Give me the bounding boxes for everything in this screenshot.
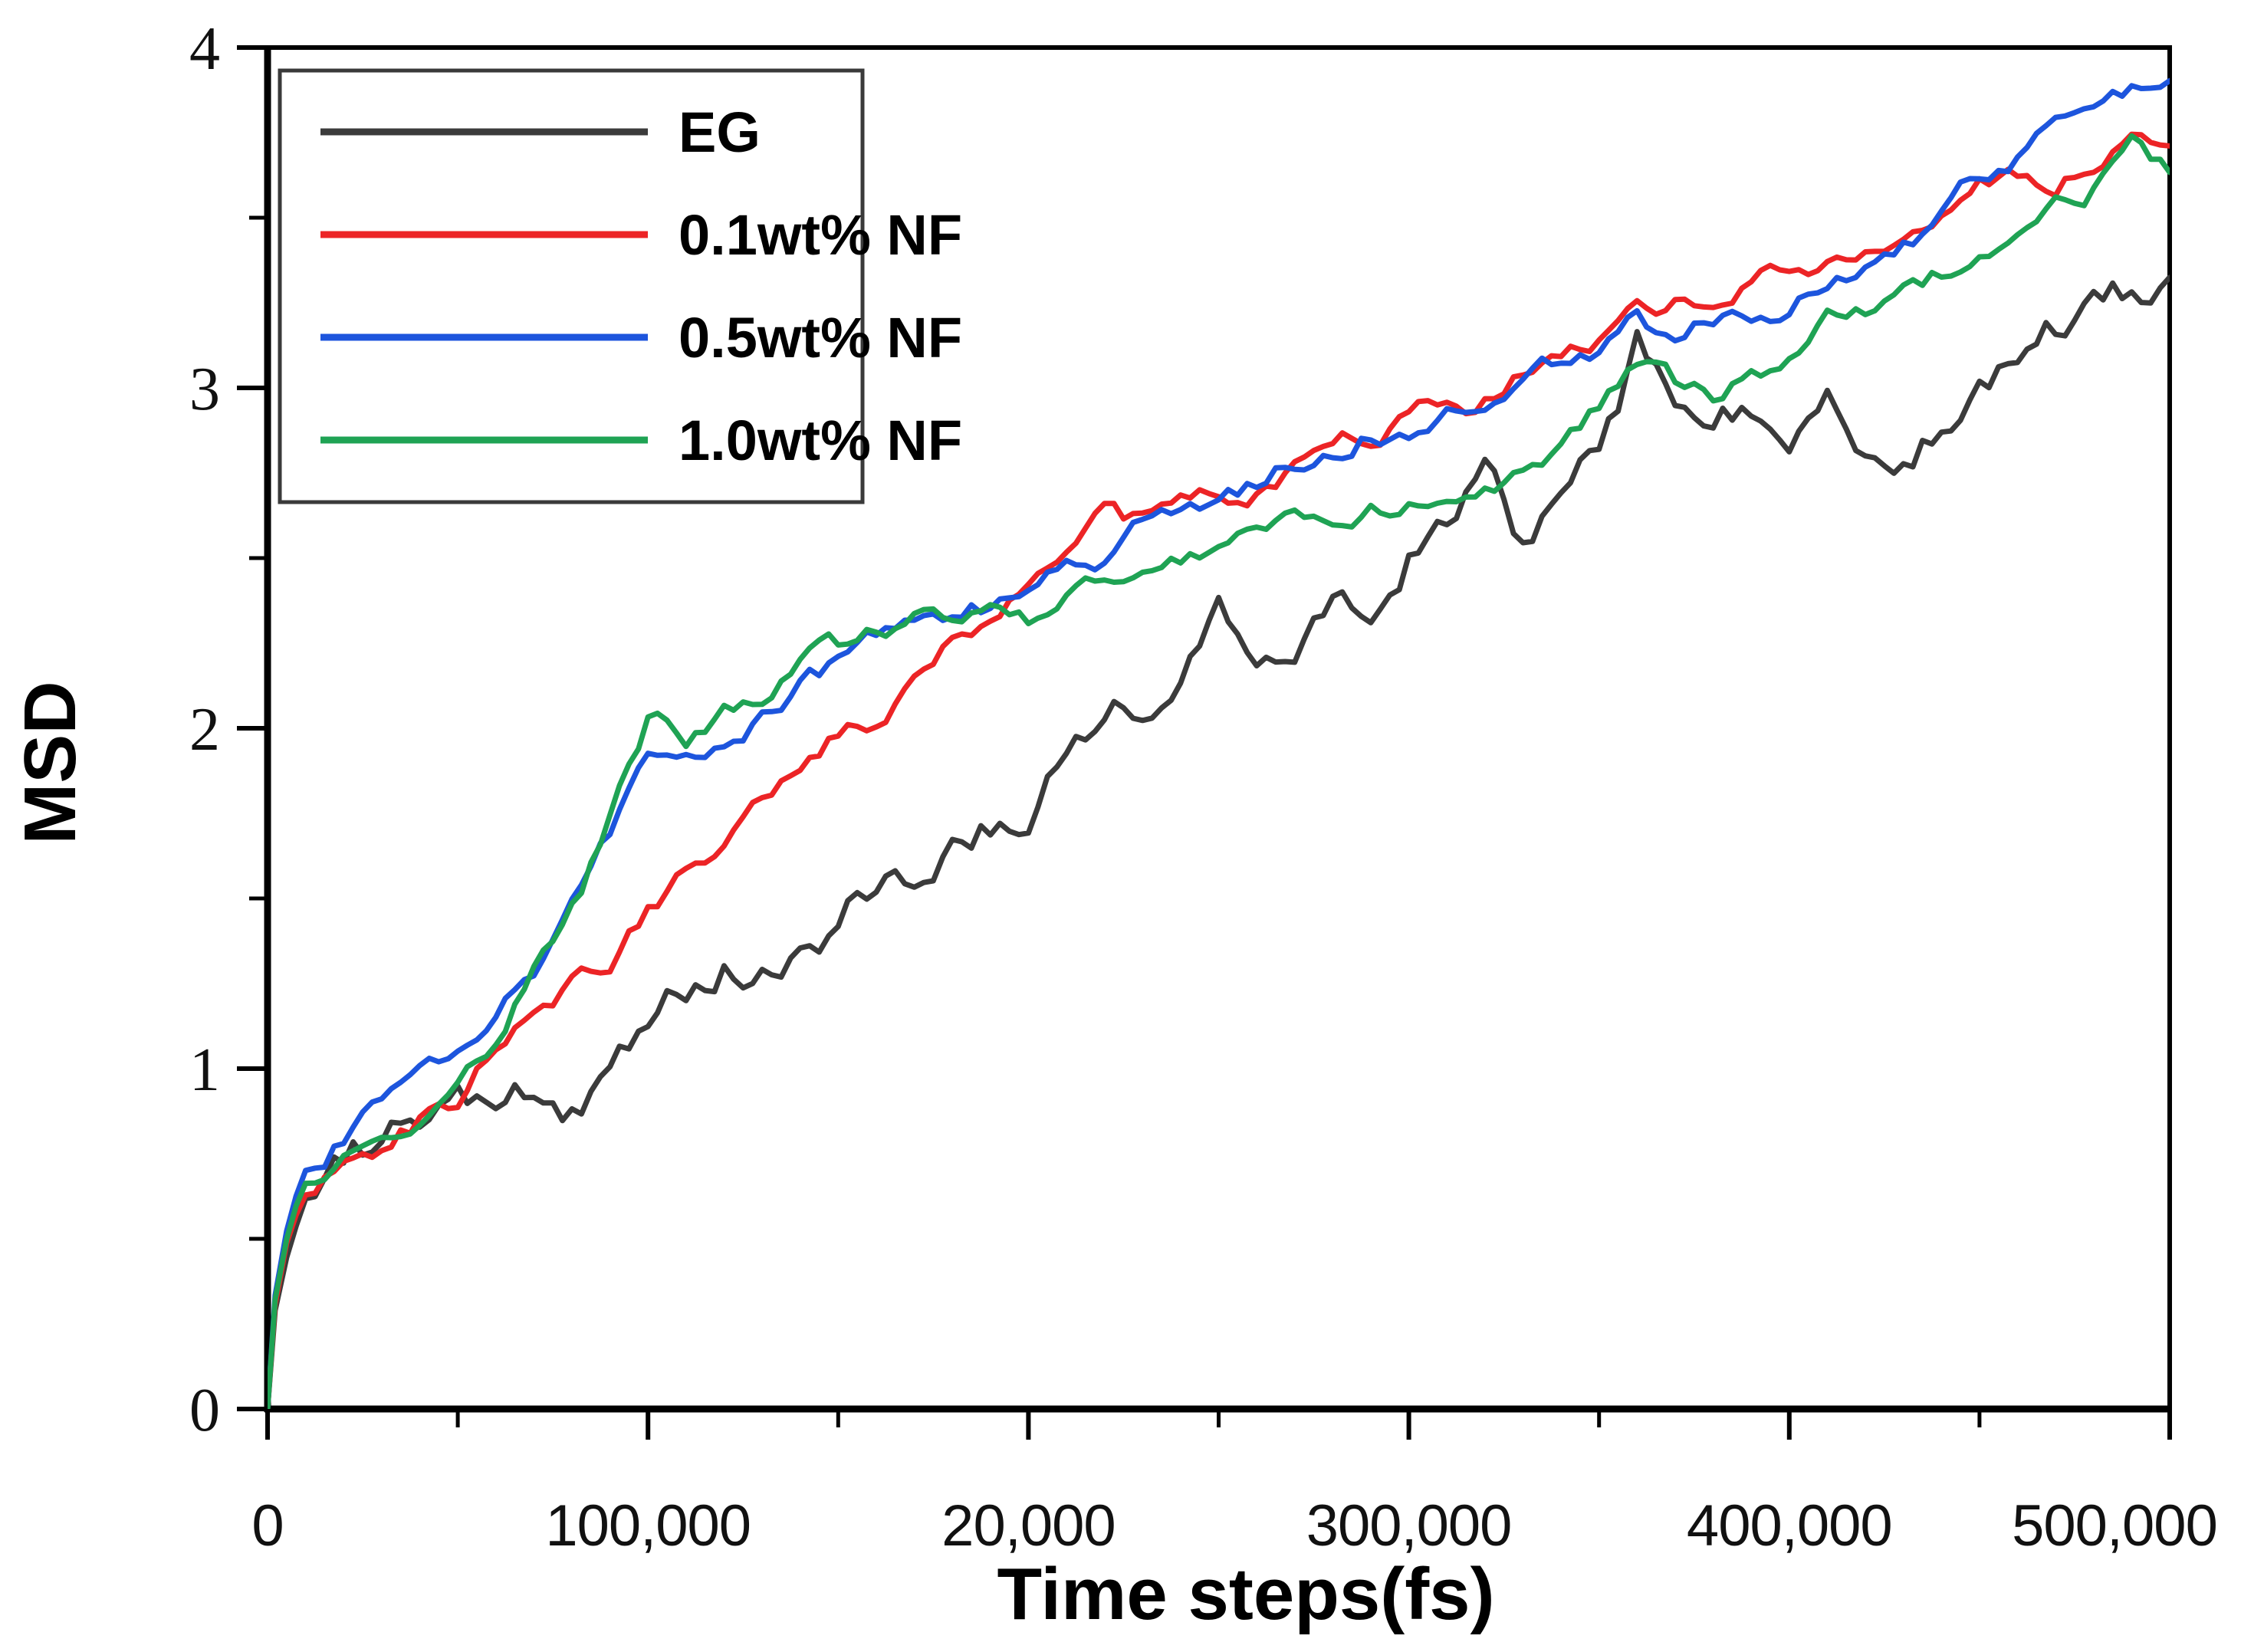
y-tick-label: 4 [189, 15, 220, 83]
legend-item: EG [320, 100, 761, 164]
legend-label: 0.1wt% NF [679, 203, 962, 267]
series-line-eg [268, 274, 2170, 1409]
x-tick-label: 100,000 [545, 1493, 751, 1558]
x-tick-label: 0 [251, 1493, 283, 1558]
y-tick-labels: 0 1 2 3 4 [189, 15, 220, 1444]
legend-item: 1.0wt% NF [320, 409, 962, 472]
legend-label: 1.0wt% NF [679, 409, 962, 472]
legend: EG 0.1wt% NF 0.5wt% NF 1.0wt% NF [278, 68, 962, 504]
y-tick-label: 3 [189, 356, 220, 423]
data-series [268, 77, 2170, 1409]
legend-item: 0.1wt% NF [320, 203, 962, 267]
legend-label: EG [679, 100, 761, 164]
y-tick-label: 1 [189, 1036, 220, 1104]
x-tick-label: 400,000 [1687, 1493, 1892, 1558]
y-tick-label: 2 [189, 696, 220, 764]
legend-item: 0.5wt% NF [320, 306, 962, 369]
legend-box [278, 68, 865, 504]
x-tick-label: 300,000 [1306, 1493, 1512, 1558]
y-axis-title: MSD [9, 681, 91, 844]
x-tick-label: 20,000 [941, 1493, 1115, 1558]
axis-ticks [237, 45, 2172, 1440]
legend-label: 0.5wt% NF [679, 306, 962, 369]
y-tick-label: 0 [189, 1377, 220, 1444]
x-tick-label: 500,000 [2012, 1493, 2217, 1558]
x-tick-labels: 0 100,000 20,000 300,000 400,000 500,000 [251, 1493, 2218, 1558]
x-axis-title: Time steps(fs) [997, 1553, 1494, 1635]
series-line-1.0wt-nf [268, 133, 2170, 1409]
